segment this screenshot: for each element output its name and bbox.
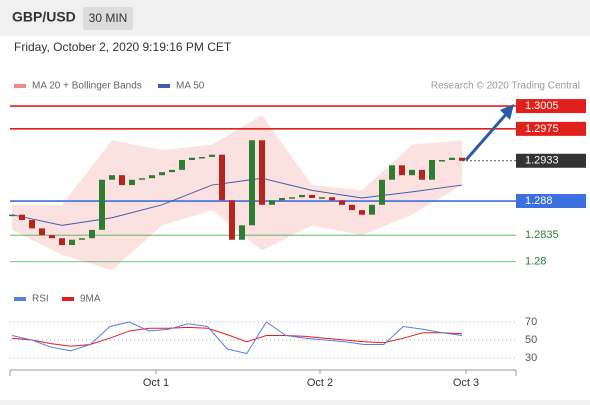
candle — [179, 160, 185, 170]
candle — [39, 228, 45, 236]
candle — [249, 140, 255, 226]
candle — [229, 200, 235, 240]
level-badge — [516, 99, 586, 114]
candle — [329, 197, 335, 201]
candle — [209, 154, 215, 157]
candle — [129, 179, 135, 186]
candle — [89, 229, 95, 239]
x-tick-label: Oct 3 — [453, 377, 479, 389]
candle — [379, 179, 385, 205]
candle — [239, 225, 245, 240]
y-tick-label: 50 — [525, 334, 537, 346]
legend-swatch — [14, 297, 26, 301]
candle — [139, 178, 145, 180]
candle — [339, 200, 345, 205]
candle — [289, 197, 295, 199]
legend-swatch — [14, 84, 26, 88]
candle — [159, 172, 165, 176]
y-tick-label: 30 — [525, 352, 537, 364]
candle — [299, 194, 305, 198]
x-tick-label: Oct 2 — [307, 377, 333, 389]
legend-label: RSI — [32, 294, 49, 305]
candle — [279, 197, 285, 201]
candle — [419, 169, 425, 180]
candle — [49, 235, 55, 239]
candle — [79, 238, 85, 240]
candle — [69, 239, 75, 246]
ma50-line — [11, 177, 463, 226]
candle — [429, 160, 435, 180]
candle — [449, 157, 455, 160]
candle — [459, 157, 465, 161]
level-badge — [516, 153, 586, 168]
rsi-line — [11, 321, 463, 355]
candle — [9, 214, 15, 217]
legend-swatch — [158, 84, 170, 88]
level-label: 1.28 — [525, 256, 546, 268]
candle — [149, 175, 155, 179]
candle — [119, 175, 125, 186]
candle — [199, 156, 205, 159]
level-label: 1.3005 — [525, 100, 559, 112]
candle — [319, 197, 325, 199]
candle — [399, 165, 405, 176]
legend-label: 9MA — [80, 294, 101, 305]
candle — [359, 210, 365, 215]
forecast-arrow — [464, 111, 510, 161]
candle — [189, 157, 195, 160]
bollinger-band — [12, 115, 462, 271]
symbol: GBP/USD — [12, 9, 76, 25]
plot: MA 20 + Bollinger Bands MA 50 1.3005 1.2975… — [9, 81, 586, 389]
timeframe-badge[interactable] — [83, 7, 133, 30]
candle — [269, 200, 275, 205]
candle — [259, 140, 265, 205]
candle — [389, 165, 395, 180]
candle — [109, 175, 115, 180]
candle — [409, 169, 415, 176]
level-label: 1.2835 — [525, 229, 559, 241]
y-tick-label: 70 — [525, 316, 537, 328]
legend-label: MA 20 + Bollinger Bands — [32, 81, 142, 92]
level-badge — [516, 121, 586, 136]
candle — [219, 154, 225, 201]
legend-swatch — [62, 297, 74, 301]
candle — [59, 238, 65, 246]
level-badge — [516, 194, 586, 209]
candle — [309, 194, 315, 198]
candle — [349, 204, 355, 211]
timeframe[interactable]: 30 MIN — [89, 11, 128, 25]
level-label: 1.2975 — [525, 123, 559, 135]
candle — [99, 179, 105, 230]
level-label: 1.2933 — [525, 155, 559, 167]
arrow-head — [500, 104, 514, 120]
candle — [29, 220, 35, 229]
timestamp: Friday, October 2, 2020 9:19:16 PM CET — [14, 40, 232, 54]
credit: Research © 2020 Trading Central — [431, 81, 580, 92]
candle — [169, 169, 175, 173]
level-label: 1.288 — [525, 195, 553, 207]
x-tick-label: Oct 1 — [143, 377, 169, 389]
candle — [369, 204, 375, 215]
legend-label: MA 50 — [176, 81, 205, 92]
candle — [19, 214, 25, 220]
candle — [439, 160, 445, 162]
